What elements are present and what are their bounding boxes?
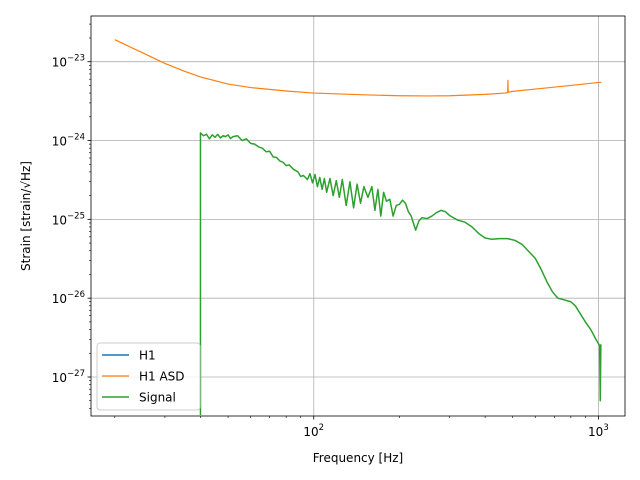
legend-label-h1-asd: H1 ASD [139, 370, 185, 384]
y-tick-label: 10−27 [52, 369, 85, 385]
y-tick-label: 10−26 [52, 290, 85, 306]
x-axis-label: Frequency [Hz] [313, 451, 404, 465]
y-axis-label: Strain [strain/√Hz] [19, 161, 33, 271]
x-tick-label: 103 [588, 423, 609, 439]
legend-box [96, 342, 201, 411]
plot-series [114, 39, 602, 415]
axis-tick-labels: 102 103 10−27 10−26 10−25 10−24 10−23 [52, 54, 609, 439]
axis-ticks [87, 23, 599, 420]
series-line-h1-asd [114, 39, 602, 97]
y-tick-label: 10−24 [52, 133, 85, 149]
y-tick-label: 10−23 [52, 54, 85, 70]
series-line-signal [199, 132, 602, 415]
plot-area-frame [90, 15, 626, 417]
legend-label-signal: Signal [139, 391, 176, 405]
x-tick-label: 102 [303, 423, 324, 439]
legend: H1 H1 ASD Signal [96, 342, 201, 411]
legend-label-h1: H1 [139, 349, 156, 363]
y-tick-label: 10−25 [52, 211, 85, 227]
